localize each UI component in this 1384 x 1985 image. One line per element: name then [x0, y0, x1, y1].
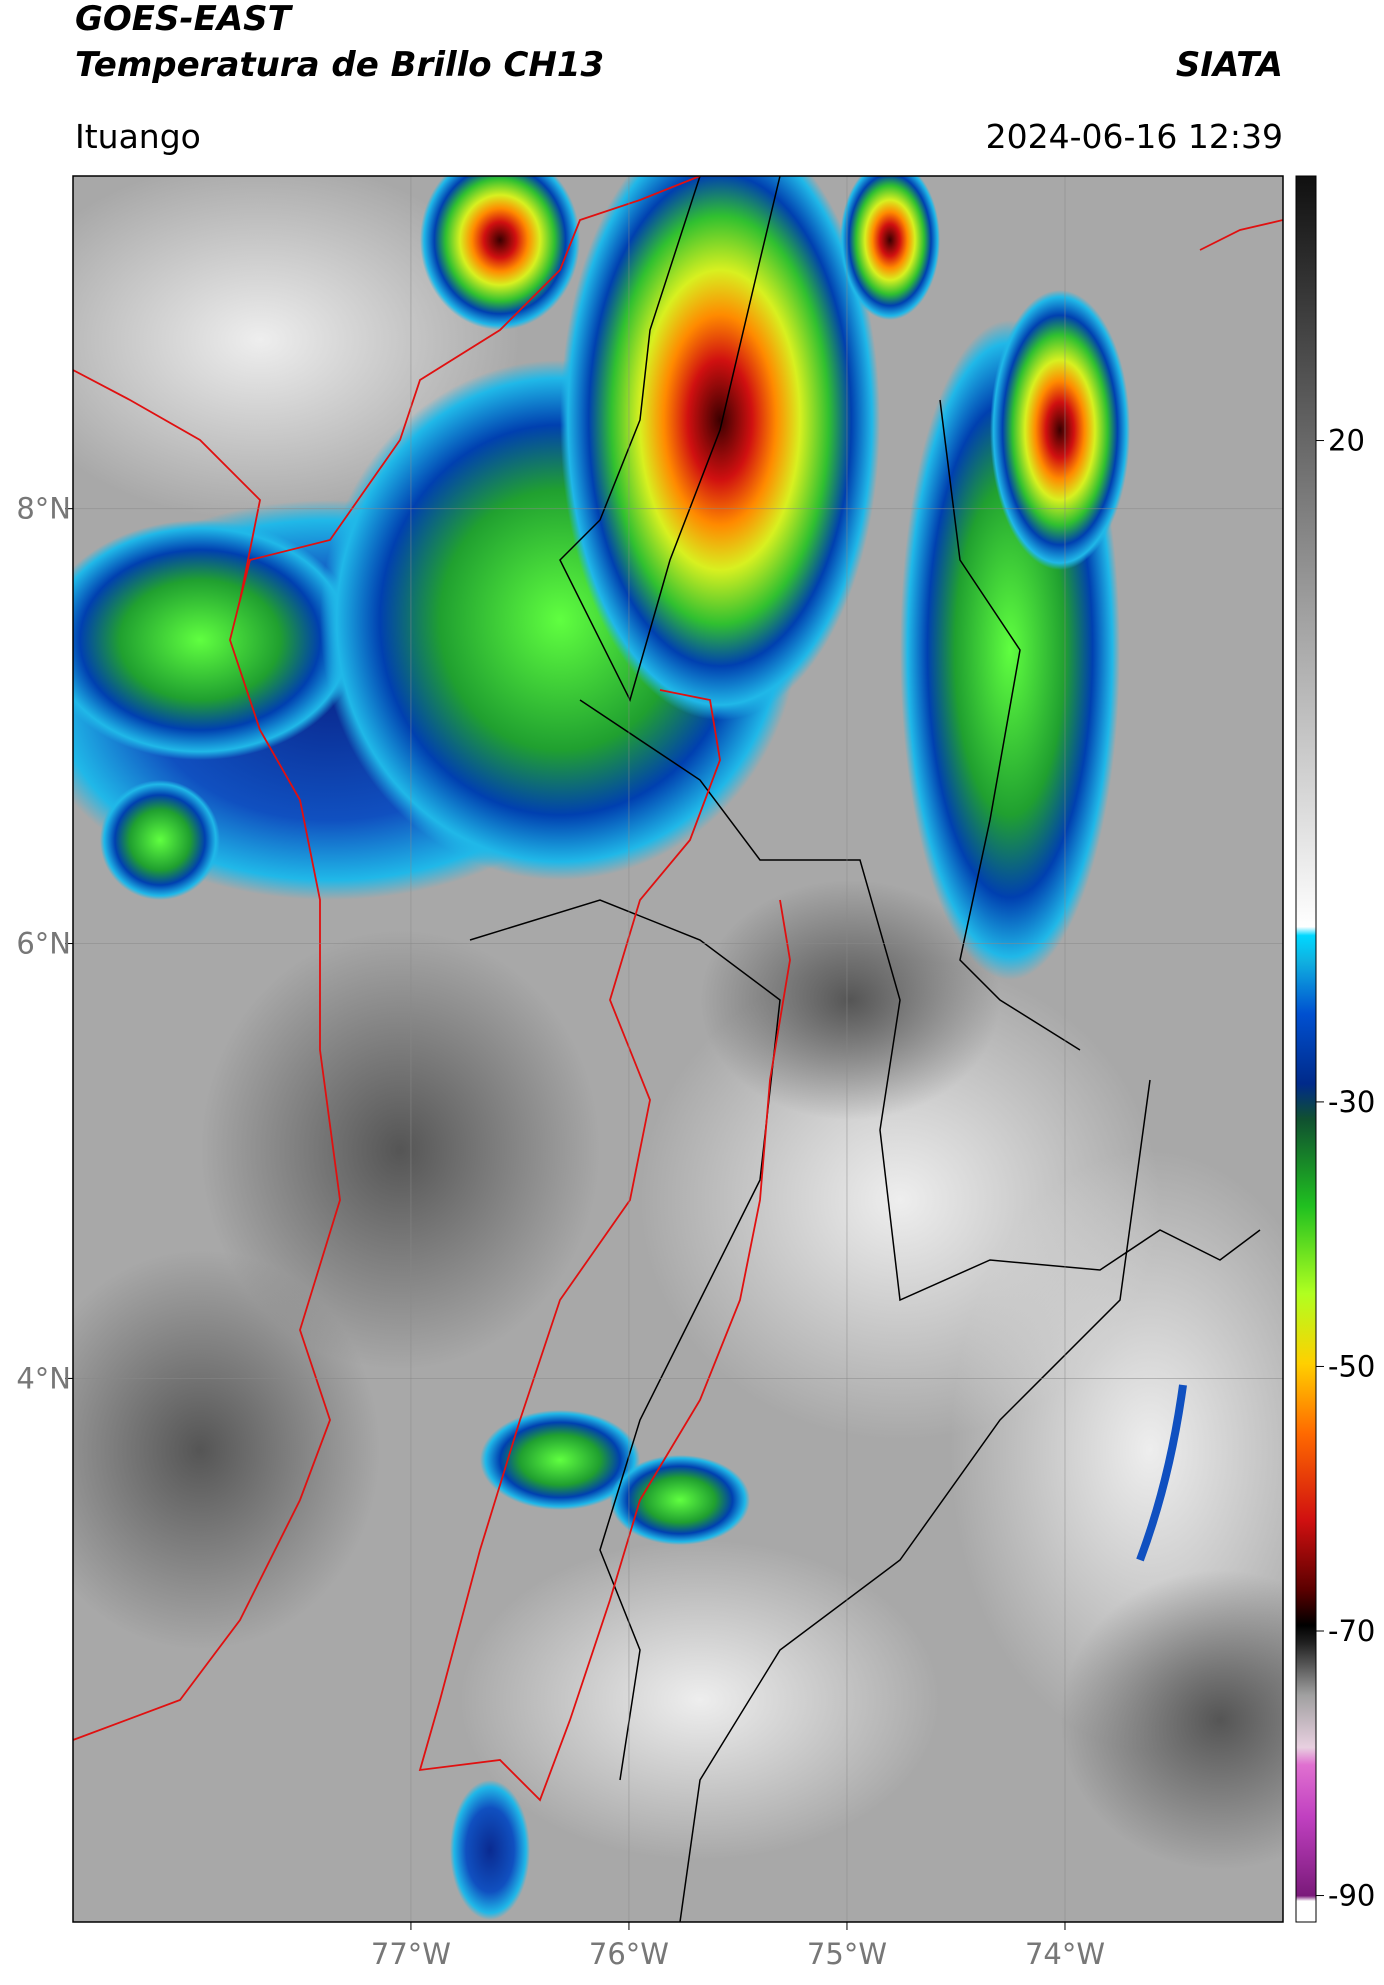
colorbar-tick-label: -90 — [1328, 1879, 1375, 1913]
colorbar-tick-label: 20 — [1328, 424, 1365, 458]
y-tick-label: 4°N — [16, 1361, 71, 1395]
x-tick-label: 75°W — [807, 1937, 887, 1971]
y-tick-label: 8°N — [16, 492, 71, 526]
satellite-image — [73, 176, 1283, 1922]
graticule: 77°W 76°W 75°W 74°W 8°N 6°N 4°N — [16, 176, 1283, 1971]
map-frame — [72, 175, 1284, 1923]
x-tick-label: 76°W — [589, 1937, 669, 1971]
colorbar-tick-label: -50 — [1328, 1349, 1375, 1383]
subtitle: Temperatura de Brillo CH13 — [75, 45, 604, 85]
colorbar-ticks: 20 -30 -50 -70 -90 — [1316, 424, 1375, 1913]
title: GOES-EAST — [75, 0, 294, 39]
x-tick-label: 74°W — [1025, 1937, 1105, 1971]
source: SIATA — [1176, 45, 1283, 85]
colorbar — [1295, 175, 1317, 1923]
location: Ituango — [75, 117, 201, 156]
x-tick-label: 77°W — [371, 1937, 451, 1971]
colorbar-tick-label: -30 — [1328, 1085, 1375, 1119]
colorbar-tick-label: -70 — [1328, 1614, 1375, 1648]
y-tick-label: 6°N — [16, 927, 71, 961]
datetime: 2024-06-16 12:39 — [986, 117, 1283, 156]
